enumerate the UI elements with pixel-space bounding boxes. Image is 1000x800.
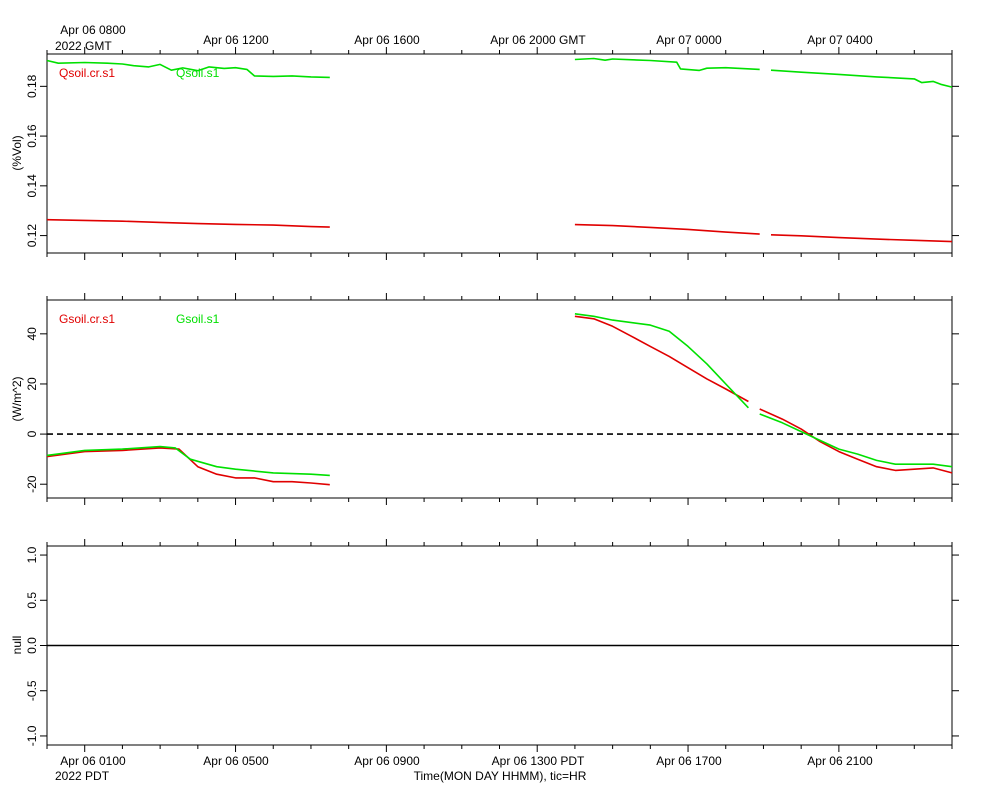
y-tick-label: 0.12 [25, 224, 39, 248]
soil-moisture-panel: 0.12 0.14 0.16 0.18 (%Vol) Qsoil.cr.s1 Qsoi… [10, 47, 959, 260]
series-line-qsoil-cr-s1 [574, 223, 760, 235]
y-tick-labels: -20 0 20 40 [25, 327, 39, 493]
series-line-qsoil-s1 [770, 69, 953, 88]
bottom-time-label: Apr 06 2100 [807, 754, 873, 768]
top-time-label: Apr 06 1200 [203, 33, 269, 47]
series-line-gsoil-s1 [574, 313, 749, 409]
series-lines [46, 57, 953, 243]
bottom-time-label: Apr 06 0900 [354, 754, 420, 768]
top-time-year-label: 2022 GMT [55, 39, 112, 53]
top-time-label: Apr 06 0800 [60, 23, 126, 37]
y-tick-label: 0 [25, 430, 39, 437]
top-time-label: Apr 07 0000 [656, 33, 722, 47]
series-line-qsoil-s1 [574, 57, 760, 72]
bottom-time-label: Apr 06 1700 [656, 754, 722, 768]
y-axis-label: (%Vol) [10, 135, 24, 170]
legend-qsoil-s1: Qsoil.s1 [176, 66, 220, 80]
plot-frame [46, 299, 953, 499]
y-tick-labels: -1.0 -0.5 0.0 0.5 1.0 [25, 546, 39, 746]
y-tick-label: 1.0 [25, 546, 39, 563]
bottom-time-label: Apr 06 0100 [60, 754, 126, 768]
legend-gsoil-s1: Gsoil.s1 [176, 312, 220, 326]
y-tick-label: -0.5 [25, 680, 39, 701]
series-line-gsoil-cr-s1 [759, 408, 953, 474]
null-panel: -1.0 -0.5 0.0 0.5 1.0 null [10, 539, 959, 752]
legend-qsoil-cr-s1: Qsoil.cr.s1 [59, 66, 115, 80]
tick-marks [40, 47, 959, 260]
top-time-axis: Apr 06 0800 2022 GMT Apr 06 1200 Apr 06 … [55, 23, 873, 53]
legend-gsoil-cr-s1: Gsoil.cr.s1 [59, 312, 115, 326]
series-line-qsoil-cr-s1 [770, 234, 953, 243]
y-tick-label: 40 [25, 327, 39, 341]
y-tick-label: 0.14 [25, 174, 39, 198]
ground-heat-flux-panel: -20 0 20 40 (W/m^2) Gsoil.cr.s1 Gsoil.s1 [10, 293, 959, 505]
series-line-gsoil-s1 [46, 445, 330, 477]
tick-marks [40, 539, 959, 752]
x-axis-label: Time(MON DAY HHMM), tic=HR [414, 769, 587, 783]
series-line-qsoil-s1 [46, 59, 330, 79]
y-tick-label: 0.5 [25, 592, 39, 609]
series-lines [46, 313, 953, 486]
bottom-time-year-label: 2022 PDT [55, 769, 110, 783]
series-line-gsoil-s1 [759, 413, 953, 468]
y-axis-label: (W/m^2) [10, 377, 24, 422]
y-axis-label: null [10, 636, 24, 655]
y-tick-label: 20 [25, 377, 39, 391]
y-tick-label: 0.16 [25, 124, 39, 148]
top-time-label: Apr 06 2000 GMT [490, 33, 586, 47]
y-tick-label: 0.0 [25, 637, 39, 654]
top-time-label: Apr 07 0400 [807, 33, 873, 47]
y-tick-label: -20 [25, 475, 39, 493]
bottom-time-label: Apr 06 0500 [203, 754, 269, 768]
y-tick-label: -1.0 [25, 725, 39, 746]
series-line-qsoil-cr-s1 [46, 218, 330, 228]
y-tick-labels: 0.12 0.14 0.16 0.18 [25, 74, 39, 247]
tick-marks [40, 293, 959, 505]
y-tick-label: 0.18 [25, 74, 39, 98]
bottom-time-axis: Apr 06 0100 2022 PDT Apr 06 0500 Apr 06 … [55, 754, 873, 783]
top-time-label: Apr 06 1600 [354, 33, 420, 47]
series-line-gsoil-cr-s1 [46, 447, 330, 486]
series-line-gsoil-cr-s1 [574, 315, 749, 403]
bottom-time-label: Apr 06 1300 PDT [492, 754, 585, 768]
